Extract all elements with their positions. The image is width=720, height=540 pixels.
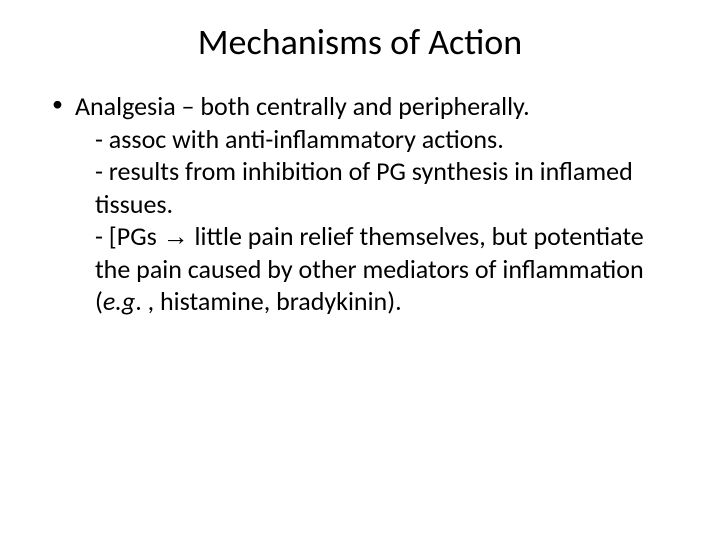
- bullet-body: Analgesia – both centrally and periphera…: [75, 90, 676, 318]
- bullet-sub-3-pre: - [PGs: [95, 220, 163, 252]
- bullet-sub-2: - results from inhibition of PG synthesi…: [75, 155, 676, 220]
- slide-title: Mechanisms of Action: [44, 20, 676, 64]
- arrow-icon: →: [163, 221, 189, 251]
- bullet-sub-3: - [PGs → little pain relief themselves, …: [75, 220, 676, 318]
- bullet-sub-2-text: - results from inhibition of PG synthesi…: [95, 155, 633, 220]
- bullet-heading: Analgesia – both centrally and periphera…: [75, 90, 676, 123]
- bullet-marker: •: [52, 90, 63, 118]
- bullet-sub-1: - assoc with anti-inflammatory actions.: [75, 123, 676, 156]
- bullet-sub-3-eg: e.g: [103, 285, 135, 317]
- bullet-sub-3-tail: . , histamine, bradykinin).: [135, 285, 401, 317]
- slide: Mechanisms of Action • Analgesia – both …: [0, 0, 720, 540]
- bullet-sub-1-text: - assoc with anti-inflammatory actions.: [95, 123, 504, 155]
- bullet-item: • Analgesia – both centrally and periphe…: [44, 90, 676, 318]
